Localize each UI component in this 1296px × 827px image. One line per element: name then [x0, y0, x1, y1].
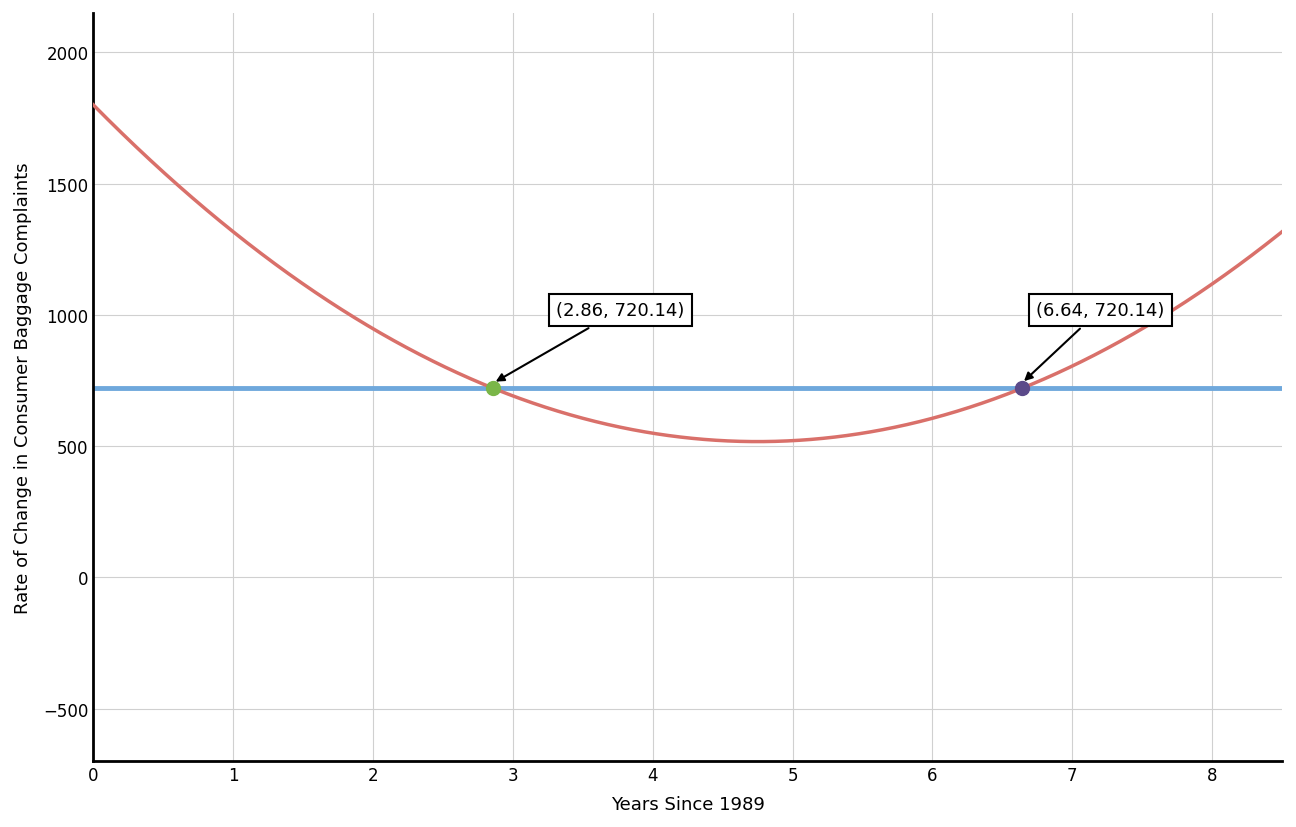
Point: [1012, 382, 1033, 395]
Text: (6.64, 720.14): (6.64, 720.14): [1025, 301, 1164, 380]
X-axis label: Years Since 1989: Years Since 1989: [610, 795, 765, 813]
Text: (2.86, 720.14): (2.86, 720.14): [498, 301, 684, 381]
Y-axis label: Rate of Change in Consumer Baggage Complaints: Rate of Change in Consumer Baggage Compl…: [14, 162, 32, 613]
Point: [483, 382, 504, 395]
